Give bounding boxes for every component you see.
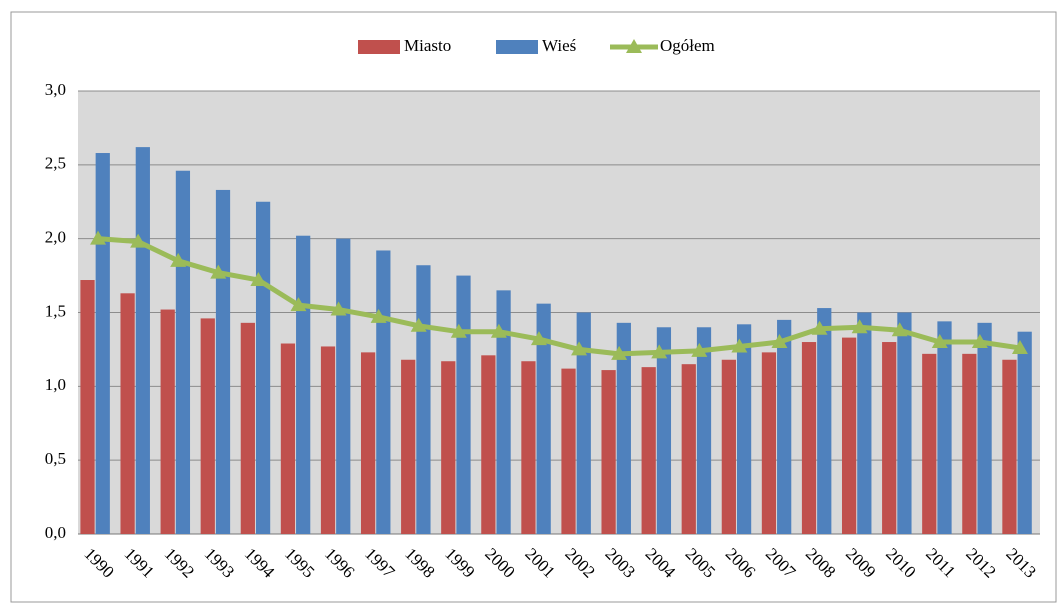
bar — [841, 337, 857, 534]
line-marker — [931, 334, 948, 349]
bar — [481, 355, 496, 534]
bar — [401, 359, 416, 534]
bar — [95, 153, 110, 534]
bar — [721, 359, 736, 534]
bar — [160, 309, 175, 534]
line-marker — [290, 297, 307, 312]
bar — [736, 324, 752, 534]
bar — [882, 342, 897, 534]
legend-label: Wieś — [542, 36, 576, 55]
line-marker — [370, 308, 387, 323]
bar — [336, 238, 351, 534]
bar — [200, 318, 215, 534]
bar — [696, 327, 712, 534]
line-marker — [691, 342, 708, 357]
line-marker — [811, 320, 828, 335]
bar — [761, 352, 777, 534]
line-marker — [571, 341, 588, 356]
bar — [922, 353, 937, 534]
bar — [681, 364, 696, 534]
bar — [360, 352, 376, 534]
y-tick-label: 0,0 — [45, 523, 66, 542]
line-marker — [851, 319, 868, 334]
bar — [937, 321, 952, 534]
bar — [280, 343, 296, 534]
y-tick-label: 0,5 — [45, 449, 66, 468]
line — [97, 236, 1021, 357]
y-tick-label: 2,5 — [45, 154, 66, 173]
y-tick-label: 1,0 — [45, 375, 66, 394]
bar — [1017, 331, 1032, 534]
bar — [456, 275, 471, 534]
bar — [656, 327, 672, 534]
bar — [857, 312, 872, 534]
line-marker — [771, 334, 788, 349]
legend-swatch — [358, 40, 400, 54]
bar — [296, 235, 311, 535]
line-marker — [651, 344, 668, 359]
y-tick-label: 3,0 — [45, 80, 66, 99]
bar — [601, 370, 616, 534]
bar — [616, 322, 631, 534]
line-marker — [611, 345, 628, 360]
y-tick-label: 1,5 — [45, 301, 66, 320]
line-marker — [250, 272, 267, 287]
bar — [416, 265, 431, 534]
line-marker — [330, 301, 347, 316]
line-marker — [410, 317, 427, 332]
bar — [496, 290, 511, 534]
bar — [240, 322, 255, 534]
bar — [215, 189, 231, 535]
bar — [135, 147, 150, 534]
line-marker — [490, 323, 507, 338]
line-marker — [731, 338, 748, 353]
bar — [521, 361, 536, 534]
bar — [175, 170, 191, 535]
line-marker — [450, 323, 467, 338]
bar — [962, 353, 977, 534]
bar — [777, 319, 792, 534]
legend-label: Miasto — [404, 36, 451, 55]
bar — [561, 368, 576, 534]
line-marker — [90, 230, 107, 245]
bar — [536, 303, 551, 534]
bar — [320, 346, 336, 534]
line-marker — [1011, 339, 1028, 354]
bar — [801, 342, 817, 534]
line-marker — [530, 331, 547, 346]
bar — [576, 312, 591, 534]
bar — [641, 367, 656, 534]
bar — [1002, 359, 1017, 534]
bar — [120, 293, 135, 534]
line-marker — [210, 264, 227, 279]
bar — [80, 280, 95, 534]
line-marker — [971, 334, 988, 349]
bar — [817, 308, 832, 534]
bar — [441, 361, 456, 534]
bar — [977, 322, 992, 534]
bar — [376, 250, 391, 535]
y-tick-label: 2,0 — [45, 228, 66, 247]
bar — [897, 312, 912, 534]
legend-swatch — [496, 40, 538, 54]
legend-label: Ogółem — [660, 36, 715, 55]
bar — [255, 201, 271, 534]
line-marker — [170, 252, 187, 267]
line-marker — [130, 233, 147, 248]
legend-marker — [626, 39, 642, 53]
line-marker — [891, 322, 908, 337]
